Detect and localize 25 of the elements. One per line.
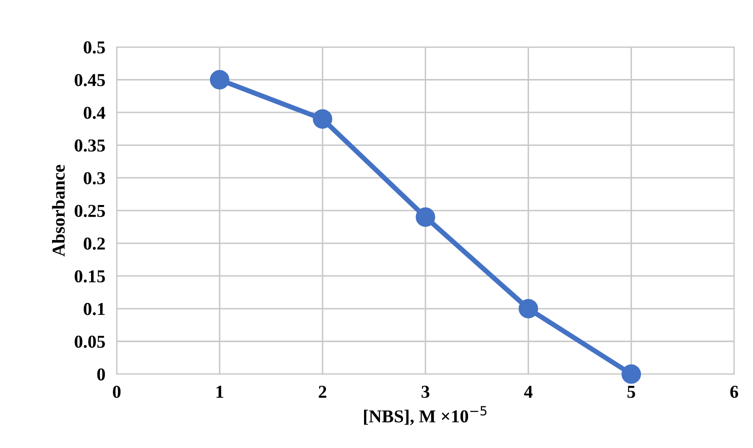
point (622, 364, 641, 384)
x-tick-label: 5 (627, 386, 636, 398)
y-axis-title: Absorbance (52, 164, 65, 257)
point (210, 70, 230, 90)
y-tick-label: 0.1 (84, 302, 105, 316)
y-tick-label: 0.3 (84, 172, 105, 184)
point (518, 298, 538, 318)
y-tick-label: 0.5 (84, 41, 105, 54)
y-tick-label: 0.25 (74, 204, 105, 218)
y-tick-label: 0 (97, 368, 105, 381)
y-tick-label: 0.15 (74, 270, 105, 282)
point (312, 109, 332, 129)
x-tick-label: 3 (422, 386, 430, 398)
y-tick-label: 0.05 (74, 336, 105, 348)
y-tick-label: 0.45 (74, 74, 105, 86)
x-tick-label: 1 (216, 386, 224, 398)
y-tick-label: 0.2 (84, 238, 105, 250)
y-tick-label: 0.4 (84, 106, 106, 119)
x-tick-label: 0 (112, 386, 121, 398)
x-tick-label: 2 (318, 386, 326, 398)
point (416, 207, 436, 227)
x-axis-title: [NBS], M ×10$^{−5}$ (364, 406, 486, 426)
y-tick-label: 0.35 (74, 139, 105, 152)
x-tick-label: 4 (524, 386, 533, 398)
x-tick-label: 6 (730, 386, 738, 398)
